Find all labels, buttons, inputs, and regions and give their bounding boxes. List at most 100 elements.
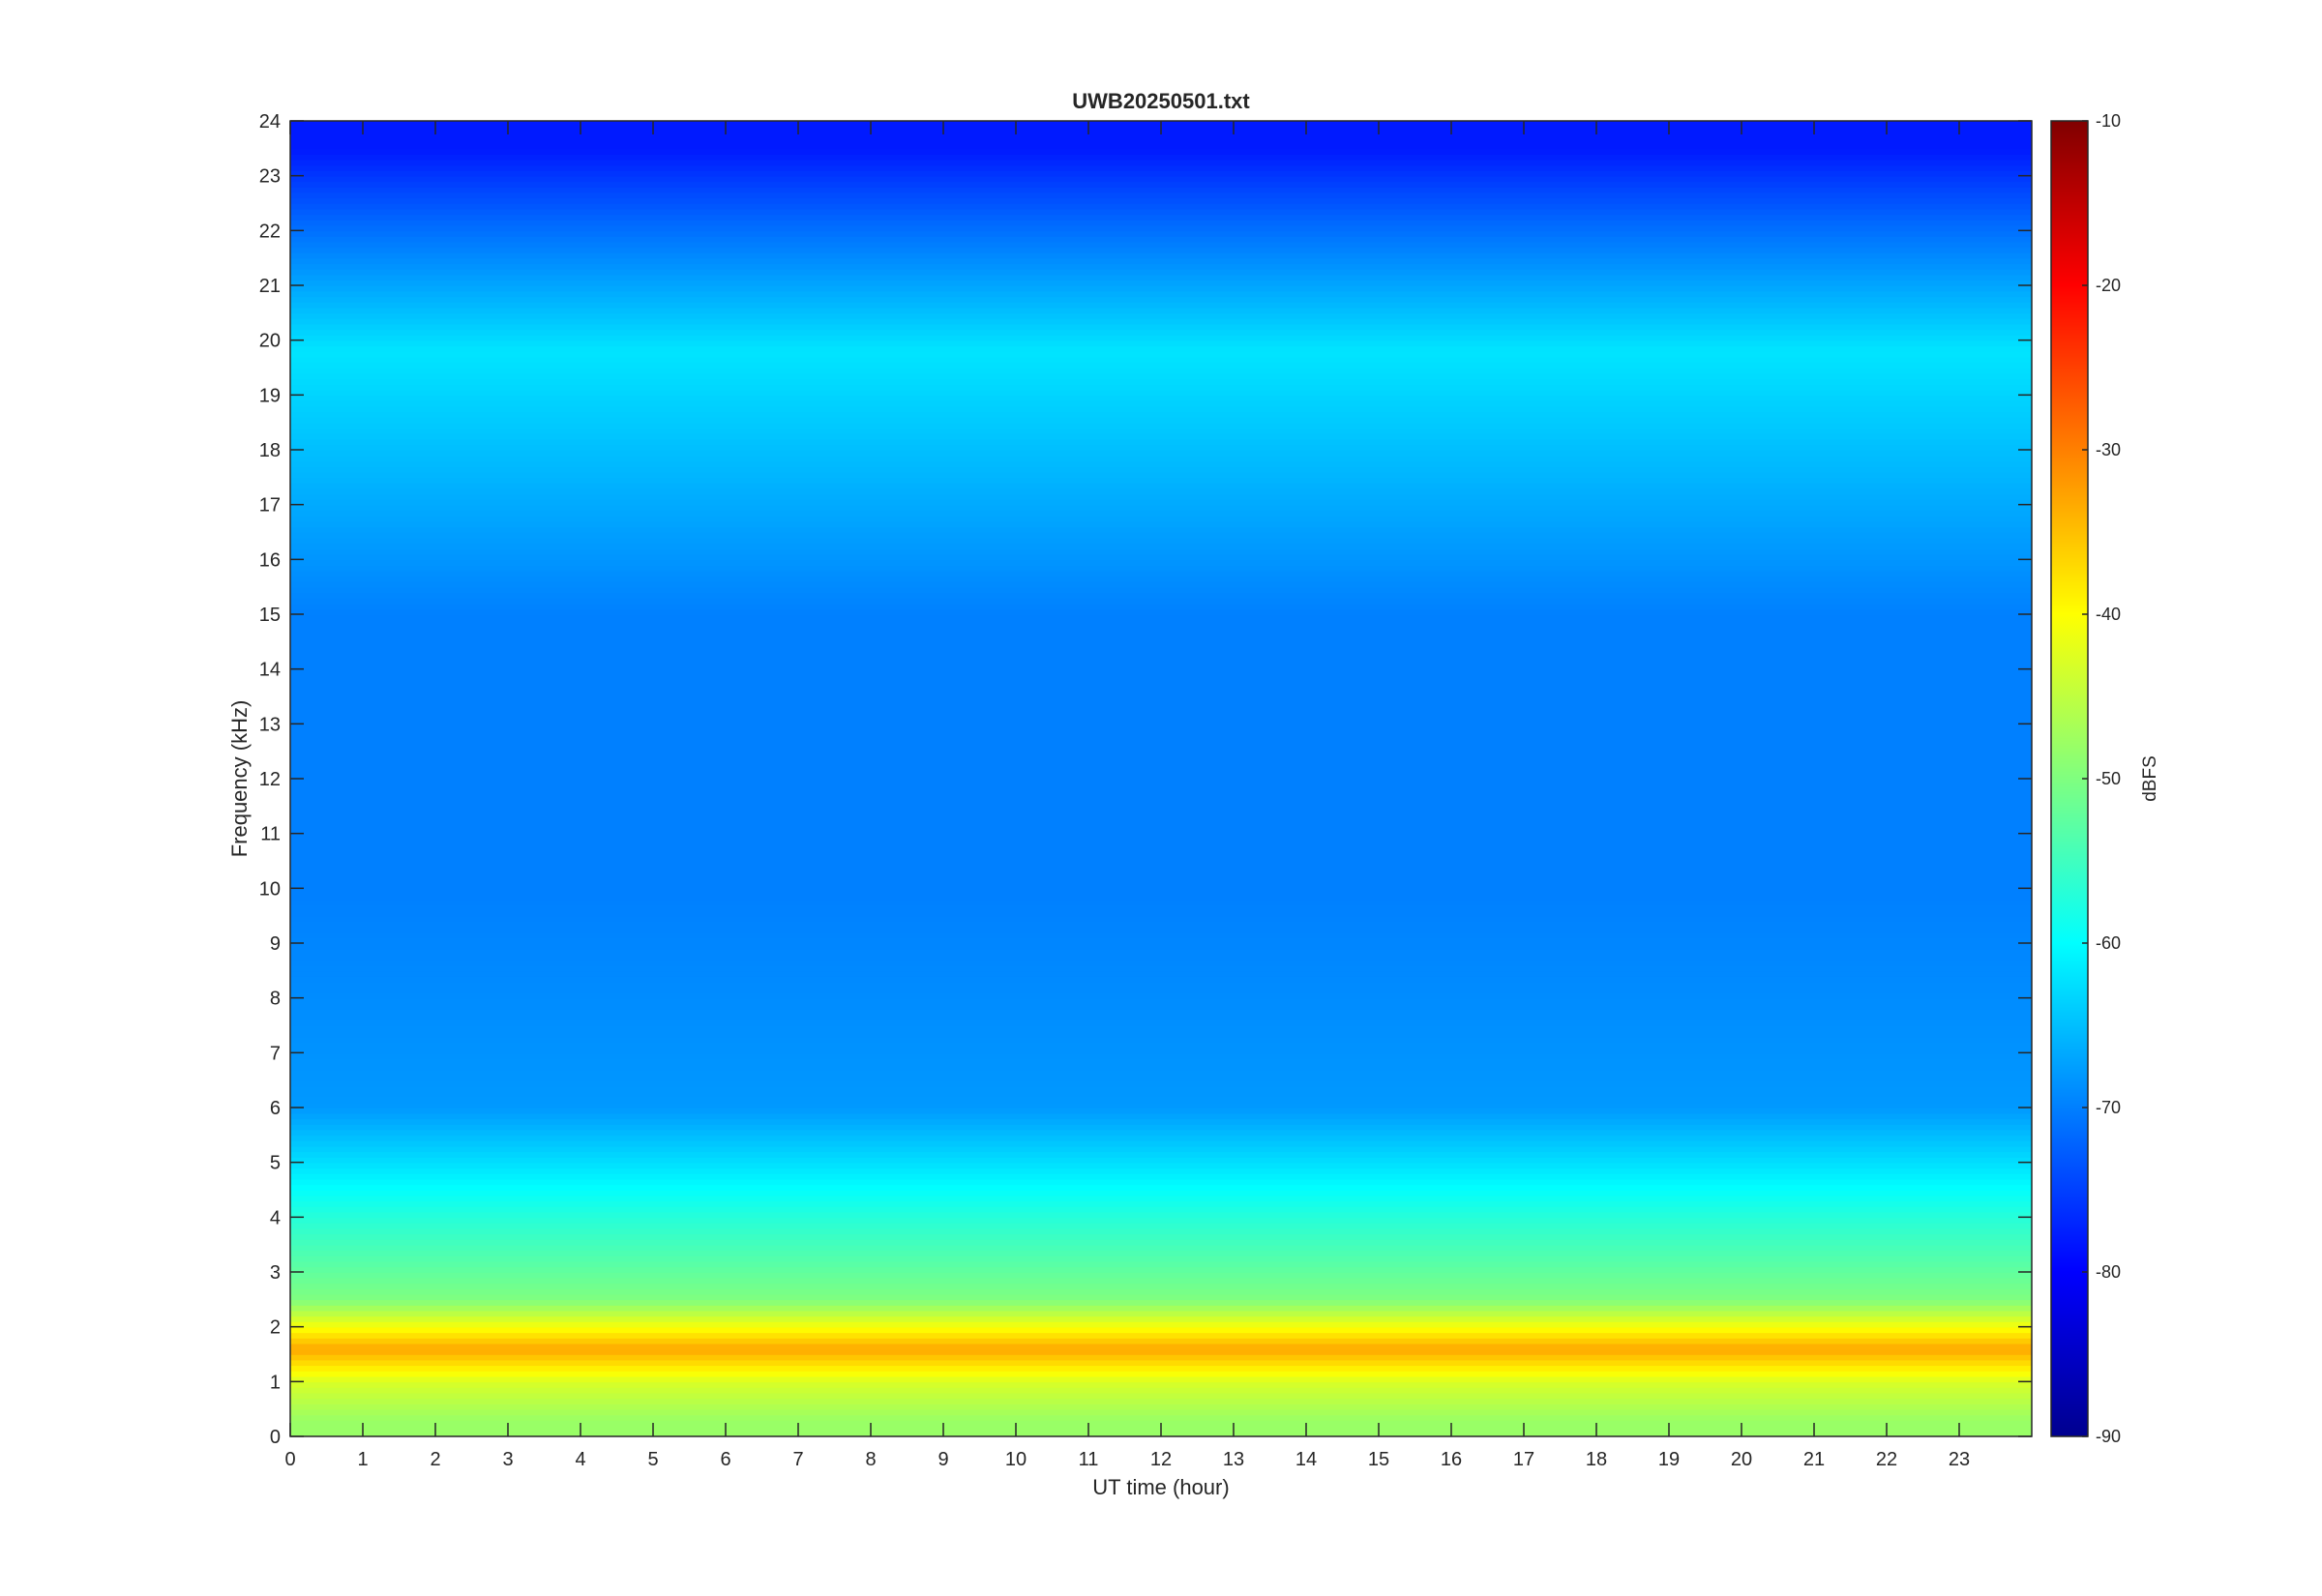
heatmap-row [290,142,2032,150]
heatmap-row [290,290,2032,298]
x-tick-label: 15 [1368,1449,1389,1470]
heatmap-row [290,668,2032,676]
heatmap-row [290,1375,2032,1383]
heatmap-row [290,970,2032,977]
heatmap-row [290,1162,2032,1169]
heatmap-row [290,192,2032,199]
x-tick-label: 9 [938,1449,948,1470]
heatmap-row [290,516,2032,522]
heatmap-row [290,635,2032,643]
heatmap-row [290,882,2032,890]
heatmap-row [290,861,2032,868]
heatmap-row [290,417,2032,424]
heatmap-row [290,280,2032,286]
heatmap-row [290,1338,2032,1345]
x-tick-label: 23 [1949,1449,1970,1470]
y-tick-label: 7 [270,1043,281,1064]
heatmap-row [290,526,2032,533]
x-axis-ticks: 0 1 2 3 4 5 6 7 8 9 10 11 12 13 14 15 16 17 18 19 20 21 22 23 [284,121,1970,1470]
x-tick-label: 21 [1803,1449,1825,1470]
x-tick-label: 18 [1586,1449,1607,1470]
heatmap-row [290,395,2032,401]
heatmap-row [290,570,2032,577]
heatmap-row [290,548,2032,555]
y-tick-label: 13 [259,714,281,735]
heatmap-row [290,1020,2032,1026]
heatmap-row [290,1167,2032,1174]
heatmap-row [290,323,2032,331]
heatmap-row [290,937,2032,944]
heatmap-row [290,1217,2032,1224]
colorbar-label: dBFS [2140,755,2160,802]
heatmap-row [290,581,2032,588]
heatmap-row [290,1102,2032,1108]
heatmap-row [290,839,2032,845]
heatmap-row [290,257,2032,265]
y-tick-label: 19 [259,385,281,406]
heatmap-row [290,812,2032,818]
heatmap-row [290,674,2032,681]
heatmap-row [290,1343,2032,1350]
heatmap-row [290,762,2032,769]
heatmap-row [290,1108,2032,1114]
heatmap-row [290,1260,2032,1268]
heatmap-row [290,1014,2032,1021]
heatmap-row [290,553,2032,561]
heatmap-row [290,789,2032,796]
heatmap-row [290,351,2032,358]
heatmap-row [290,964,2032,972]
heatmap-row [290,1195,2032,1202]
heatmap-row [290,247,2032,253]
spectrogram-heatmap [290,121,2032,1436]
heatmap-row [290,1085,2032,1092]
heatmap-row [290,504,2032,512]
heatmap-row [290,1069,2032,1076]
heatmap-row [290,274,2032,281]
heatmap-row [290,241,2032,249]
x-tick-label: 20 [1731,1449,1752,1470]
heatmap-row [290,543,2032,549]
heatmap-row [290,477,2032,484]
x-tick-label: 17 [1513,1449,1534,1470]
heatmap-row [290,372,2032,380]
heatmap-row [290,992,2032,999]
heatmap-row [290,608,2032,615]
heatmap-row [290,1256,2032,1262]
y-tick-label: 22 [259,221,281,242]
heatmap-row [290,1047,2032,1054]
heatmap-row [290,664,2032,670]
heatmap-row [290,1129,2032,1137]
heatmap-row [290,685,2032,693]
heatmap-row [290,368,2032,374]
heatmap-row [290,411,2032,418]
heatmap-row [290,751,2032,758]
heatmap-row [290,652,2032,660]
heatmap-row [290,132,2032,138]
heatmap-row [290,236,2032,243]
heatmap-row [290,981,2032,989]
heatmap-row [290,592,2032,599]
colorbar-tick-label: -30 [2096,440,2121,459]
heatmap-row [290,466,2032,473]
heatmap-row [290,164,2032,171]
heatmap-row [290,1036,2032,1043]
heatmap-row [290,718,2032,725]
heatmap-row [290,1305,2032,1312]
heatmap-row [290,197,2032,204]
heatmap-row [290,1124,2032,1131]
heatmap-row [290,1348,2032,1355]
heatmap-row [290,362,2032,369]
heatmap-row [290,756,2032,763]
heatmap-row [290,1003,2032,1010]
heatmap-row [290,1151,2032,1158]
heatmap-row [290,641,2032,648]
heatmap-row [290,422,2032,429]
heatmap-row [290,1079,2032,1087]
x-axis-label: UT time (hour) [1092,1475,1229,1499]
y-tick-label: 10 [259,878,281,900]
x-tick-label: 4 [575,1449,585,1470]
x-tick-label: 5 [647,1449,658,1470]
heatmap-row [290,187,2032,193]
heatmap-row [290,356,2032,364]
colorbar-tick-label: -70 [2096,1098,2121,1117]
